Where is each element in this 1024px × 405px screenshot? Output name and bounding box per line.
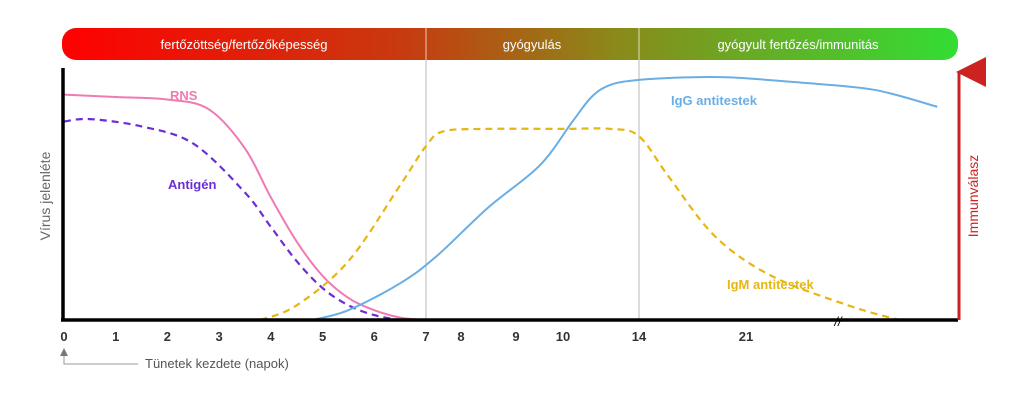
series-label-rns: RNS: [170, 88, 198, 103]
x-tick-label: 7: [422, 329, 429, 344]
phase-label-infection: fertőzöttség/fertőzőképesség: [161, 37, 328, 52]
x-tick-label: 8: [457, 329, 464, 344]
phase-label-immunity: gyógyult fertőzés/immunitás: [717, 37, 879, 52]
series-label-igg-antitestek: IgG antitestek: [671, 93, 758, 108]
onset-leader-line: [63, 356, 138, 365]
x-tick-label: 14: [632, 329, 647, 344]
x-tick-label: 21: [739, 329, 753, 344]
series-line-antig-n: [63, 117, 401, 322]
x-tick-label: 1: [112, 329, 119, 344]
series-line-igm-antitestek: [260, 127, 900, 322]
onset-note: Tünetek kezdete (napok): [145, 356, 289, 371]
x-tick-label: 0: [60, 329, 67, 344]
y-axis-left-title: Vírus jelenléte: [37, 151, 53, 240]
series-label-igm-antitestek: IgM antitestek: [727, 277, 814, 292]
tick-layer: 0 1 2 3 4 5 6 7 8 9 10 14 21: [60, 329, 753, 344]
axis-break-mark: //: [833, 314, 843, 329]
x-tick-label: 4: [267, 329, 275, 344]
y-axis-right-title: Immunválasz: [965, 155, 981, 237]
series-line-igg-antitestek: [311, 75, 938, 321]
series-layer: RNS Antigén IgM antitestek IgG antitestek: [63, 75, 938, 322]
series-line-rns: [63, 93, 427, 321]
onset-arrow-icon: [60, 348, 68, 356]
phase-bar: [62, 28, 958, 60]
x-tick-label: 3: [216, 329, 223, 344]
x-tick-label: 9: [512, 329, 519, 344]
x-tick-label: 6: [371, 329, 378, 344]
phase-label-recovery: gyógyulás: [503, 37, 562, 52]
x-tick-label: 2: [164, 329, 171, 344]
x-tick-label: 5: [319, 329, 326, 344]
series-label-antig-n: Antigén: [168, 177, 216, 192]
x-tick-label: 10: [556, 329, 570, 344]
